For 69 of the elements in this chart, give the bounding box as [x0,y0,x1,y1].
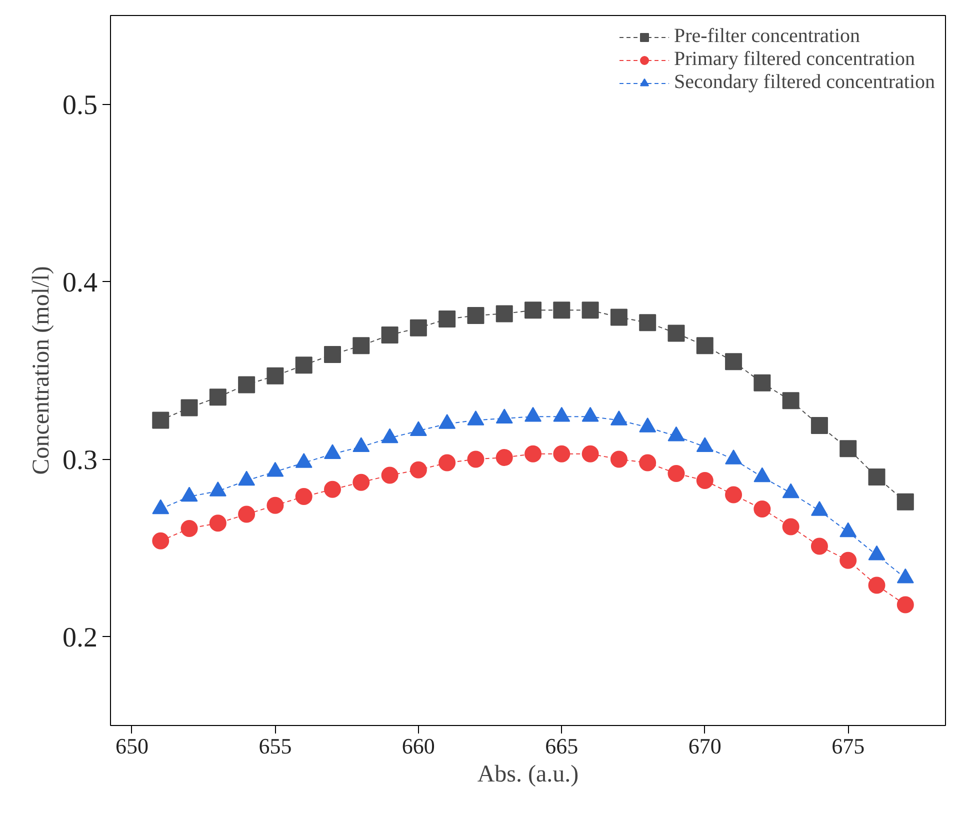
point [209,514,226,532]
legend-label: Secondary filtered concentration [674,71,935,94]
point [610,308,628,326]
point [754,500,771,518]
x-tick-label: 660 [402,734,435,758]
point [324,480,341,498]
point [352,474,370,491]
point [725,353,742,370]
point [266,496,284,514]
point [754,374,771,392]
point [467,306,484,324]
y-axis-title: Concentration (mol/l) [28,266,54,475]
point [410,461,427,478]
point [238,376,256,394]
point [725,486,742,504]
point [180,399,198,416]
point [840,440,857,458]
point [266,367,284,384]
point [467,450,484,468]
point [810,417,828,434]
y-tick-label: 0.2 [62,622,98,654]
point [496,448,513,466]
point [352,337,370,354]
point [410,319,427,336]
point [639,314,656,332]
point [668,464,685,482]
point [582,445,599,462]
point [668,324,685,342]
point [438,454,456,472]
point [582,302,599,319]
legend-label: Primary filtered concentration [674,48,916,71]
point [381,326,398,344]
x-tick-label: 650 [115,734,148,758]
point [610,450,628,468]
y-tick-label: 0.4 [62,267,98,298]
point [438,310,456,328]
x-tick-label: 675 [832,734,865,758]
legend-label: Pre-filter concentration [674,25,860,48]
point [782,518,800,536]
y-tick-label: 0.3 [62,444,98,476]
point [868,468,886,486]
point [639,454,656,472]
point [209,388,226,406]
point [152,532,170,550]
point [896,493,914,510]
x-axis-title: Abs. (a.u.) [477,762,579,788]
point [868,576,886,594]
x-tick-label: 655 [258,734,292,758]
x-tick-label: 665 [545,734,578,758]
x-tick-label: 670 [688,734,722,758]
point [896,596,914,614]
point [295,488,312,506]
point [496,305,513,322]
point [295,356,312,374]
point [180,520,198,537]
point [553,445,570,462]
point [238,506,256,523]
point [696,337,714,354]
point [810,538,828,555]
point [381,466,398,484]
point [524,445,542,462]
y-tick-label: 0.5 [62,90,98,121]
point [840,552,857,569]
point [524,302,542,319]
point [782,392,800,410]
point [324,346,341,364]
point [152,412,170,429]
point [696,472,714,490]
point [553,302,570,319]
